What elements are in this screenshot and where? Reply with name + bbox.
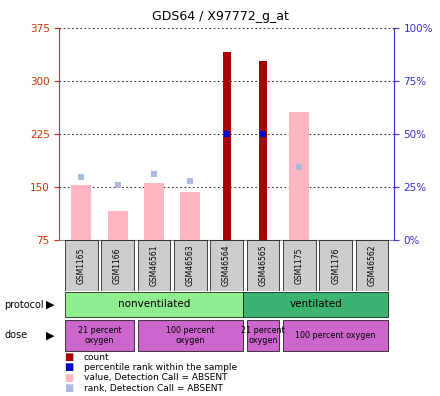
Bar	[144, 183, 164, 240]
Text: 100 percent
oxygen: 100 percent oxygen	[166, 326, 215, 345]
Bar	[283, 240, 315, 291]
Bar	[259, 61, 267, 240]
Text: GSM1165: GSM1165	[77, 247, 86, 284]
Bar	[246, 320, 279, 351]
Bar	[71, 185, 91, 240]
Text: ■: ■	[64, 383, 73, 393]
Bar	[65, 292, 243, 318]
Text: ■: ■	[64, 373, 73, 383]
Bar	[138, 320, 243, 351]
Text: ■: ■	[64, 352, 73, 362]
Text: GDS64 / X97772_g_at: GDS64 / X97772_g_at	[151, 10, 289, 23]
Bar	[180, 192, 200, 240]
Text: 100 percent oxygen: 100 percent oxygen	[295, 331, 376, 340]
Bar	[210, 240, 243, 291]
Text: GSM46565: GSM46565	[258, 244, 268, 286]
Text: ▶: ▶	[46, 300, 55, 310]
Bar	[65, 240, 98, 291]
Text: GSM1166: GSM1166	[113, 247, 122, 284]
Text: 21 percent
oxygen: 21 percent oxygen	[77, 326, 121, 345]
Bar	[174, 240, 207, 291]
Text: nonventilated: nonventilated	[118, 299, 190, 309]
Bar	[243, 292, 389, 318]
Text: ▶: ▶	[46, 330, 55, 341]
Bar	[107, 211, 128, 240]
Bar	[356, 240, 389, 291]
Text: value, Detection Call = ABSENT: value, Detection Call = ABSENT	[84, 373, 227, 382]
Text: ventilated: ventilated	[289, 299, 342, 309]
Text: rank, Detection Call = ABSENT: rank, Detection Call = ABSENT	[84, 384, 223, 392]
Bar	[223, 52, 231, 240]
Text: GSM1175: GSM1175	[295, 247, 304, 284]
Text: ■: ■	[64, 362, 73, 373]
Text: dose: dose	[4, 330, 28, 341]
Bar	[138, 240, 170, 291]
Text: GSM46561: GSM46561	[150, 245, 158, 286]
Text: 21 percent
oxygen: 21 percent oxygen	[241, 326, 285, 345]
Bar	[246, 240, 279, 291]
Bar	[101, 240, 134, 291]
Text: count: count	[84, 353, 109, 362]
Text: protocol: protocol	[4, 300, 44, 310]
Text: GSM46564: GSM46564	[222, 244, 231, 286]
Bar	[319, 240, 352, 291]
Text: GSM46563: GSM46563	[186, 244, 195, 286]
Text: GSM1176: GSM1176	[331, 247, 340, 284]
Bar	[290, 112, 309, 240]
Bar	[283, 320, 389, 351]
Text: GSM46562: GSM46562	[367, 245, 377, 286]
Text: percentile rank within the sample: percentile rank within the sample	[84, 363, 237, 372]
Bar	[65, 320, 134, 351]
